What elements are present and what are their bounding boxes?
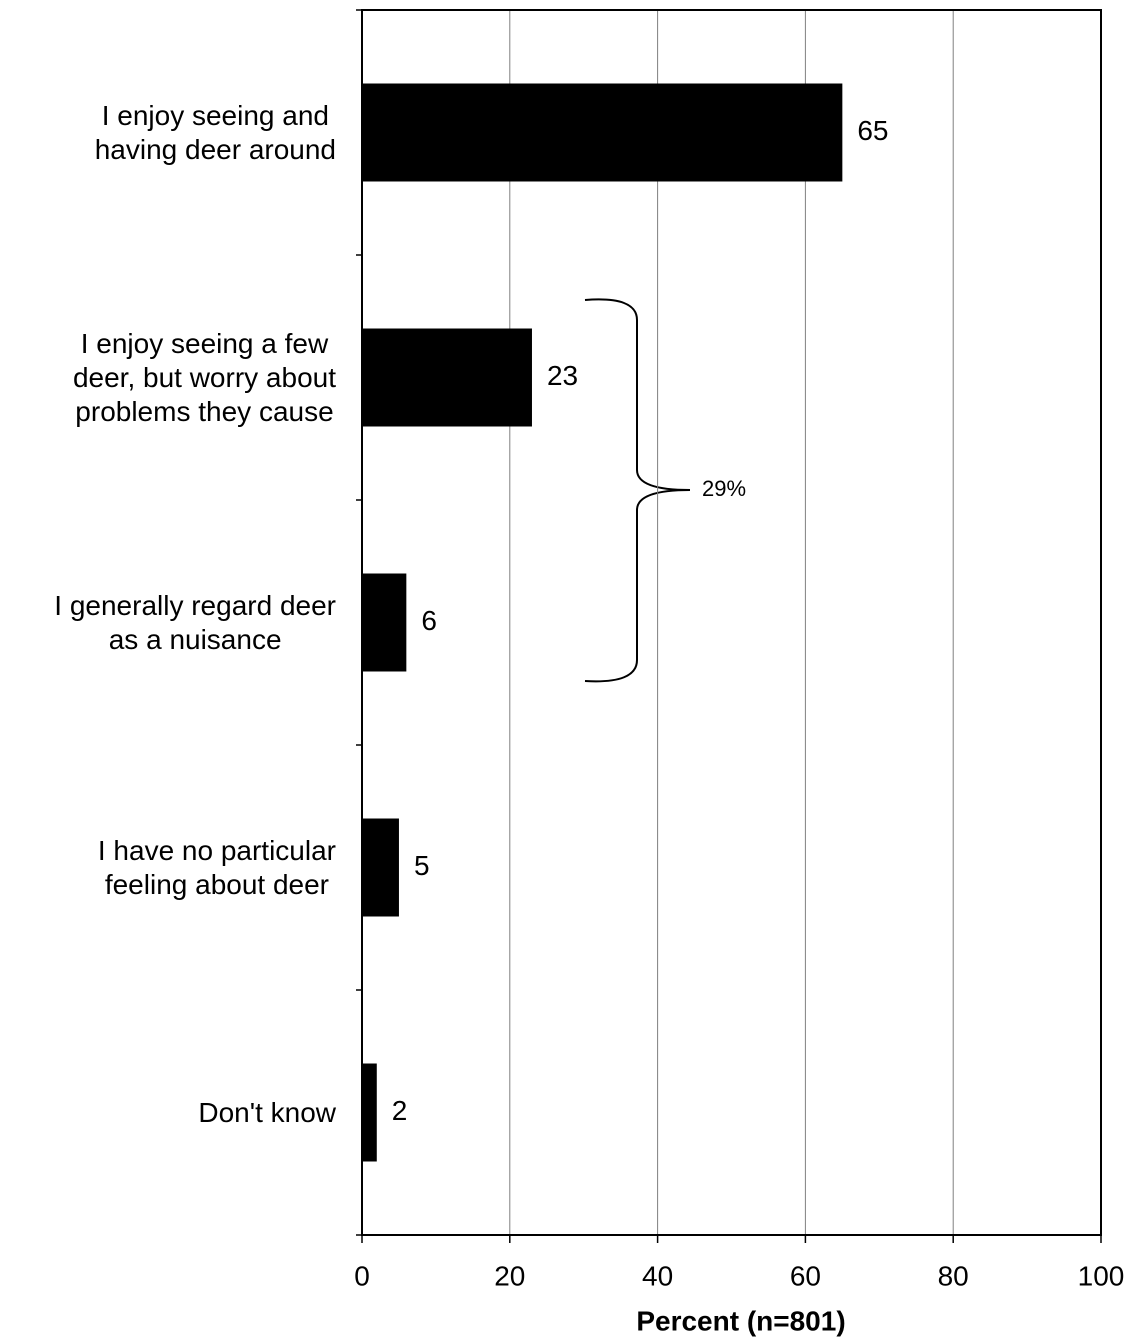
value-label: 23 (547, 360, 578, 391)
bar (362, 328, 532, 427)
x-tick-label: 0 (354, 1260, 370, 1291)
bar (362, 1063, 377, 1162)
x-tick-label: 40 (642, 1260, 673, 1291)
plot-frame (361, 9, 1102, 1236)
x-tick-label: 100 (1078, 1260, 1125, 1291)
category-label: Don't know (198, 1096, 336, 1128)
x-tick-label: 80 (938, 1260, 969, 1291)
category-label: I have no particular feeling about deer (97, 834, 336, 900)
x-tick-label: 60 (790, 1260, 821, 1291)
category-label: I enjoy seeing a few deer, but worry abo… (72, 327, 336, 427)
bar (362, 818, 399, 917)
bar (362, 83, 843, 182)
value-label: 2 (392, 1095, 408, 1126)
value-label: 65 (857, 115, 888, 146)
bar (362, 573, 407, 672)
x-axis-title: Percent (n=801) (636, 1305, 845, 1336)
brace (584, 298, 691, 683)
annotation: 29% (702, 476, 746, 501)
x-tick-label: 20 (494, 1260, 525, 1291)
category-label: I enjoy seeing and having deer around (94, 99, 336, 165)
value-label: 6 (421, 605, 437, 636)
value-label: 5 (414, 850, 430, 881)
category-label: I generally regard deer as a nuisance (54, 589, 336, 655)
